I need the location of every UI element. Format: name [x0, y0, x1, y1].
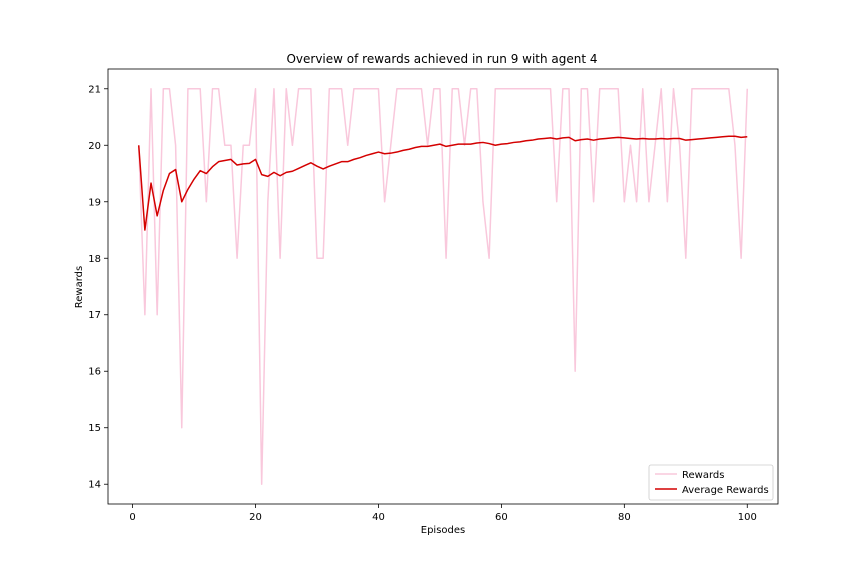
plot-area — [107, 68, 779, 505]
x-tick-label: 100 — [738, 512, 757, 523]
x-tick-label: 0 — [129, 512, 135, 523]
y-tick-label: 18 — [88, 254, 101, 265]
x-tick-label: 40 — [372, 512, 385, 523]
y-tick-label: 17 — [88, 310, 101, 321]
x-tick-label: 80 — [618, 512, 631, 523]
x-axis: 0 20 40 60 80 100 — [129, 504, 757, 523]
x-axis-label: Episodes — [421, 525, 465, 536]
legend-label-average-rewards: Average Rewards — [682, 485, 769, 496]
y-axis-label: Rewards — [74, 266, 85, 308]
y-tick-label: 16 — [88, 367, 101, 378]
average-rewards-line — [137, 135, 748, 231]
y-axis: 14 15 16 17 18 19 20 21 — [88, 84, 108, 491]
y-tick-label: 19 — [88, 197, 101, 208]
plot-frame — [107, 68, 779, 505]
y-tick-label: 20 — [88, 141, 101, 152]
legend: Rewards Average Rewards — [648, 464, 774, 501]
x-tick-label: 60 — [495, 512, 508, 523]
legend-box — [648, 464, 774, 501]
series-layer — [137, 88, 749, 485]
y-tick-label: 21 — [88, 84, 101, 95]
chart-title: Overview of rewards achieved in run 9 wi… — [286, 52, 597, 66]
y-tick-label: 14 — [88, 480, 101, 491]
rewards-line — [137, 88, 749, 485]
x-tick-label: 20 — [249, 512, 262, 523]
legend-label-rewards: Rewards — [682, 470, 724, 481]
y-tick-label: 15 — [88, 423, 101, 434]
